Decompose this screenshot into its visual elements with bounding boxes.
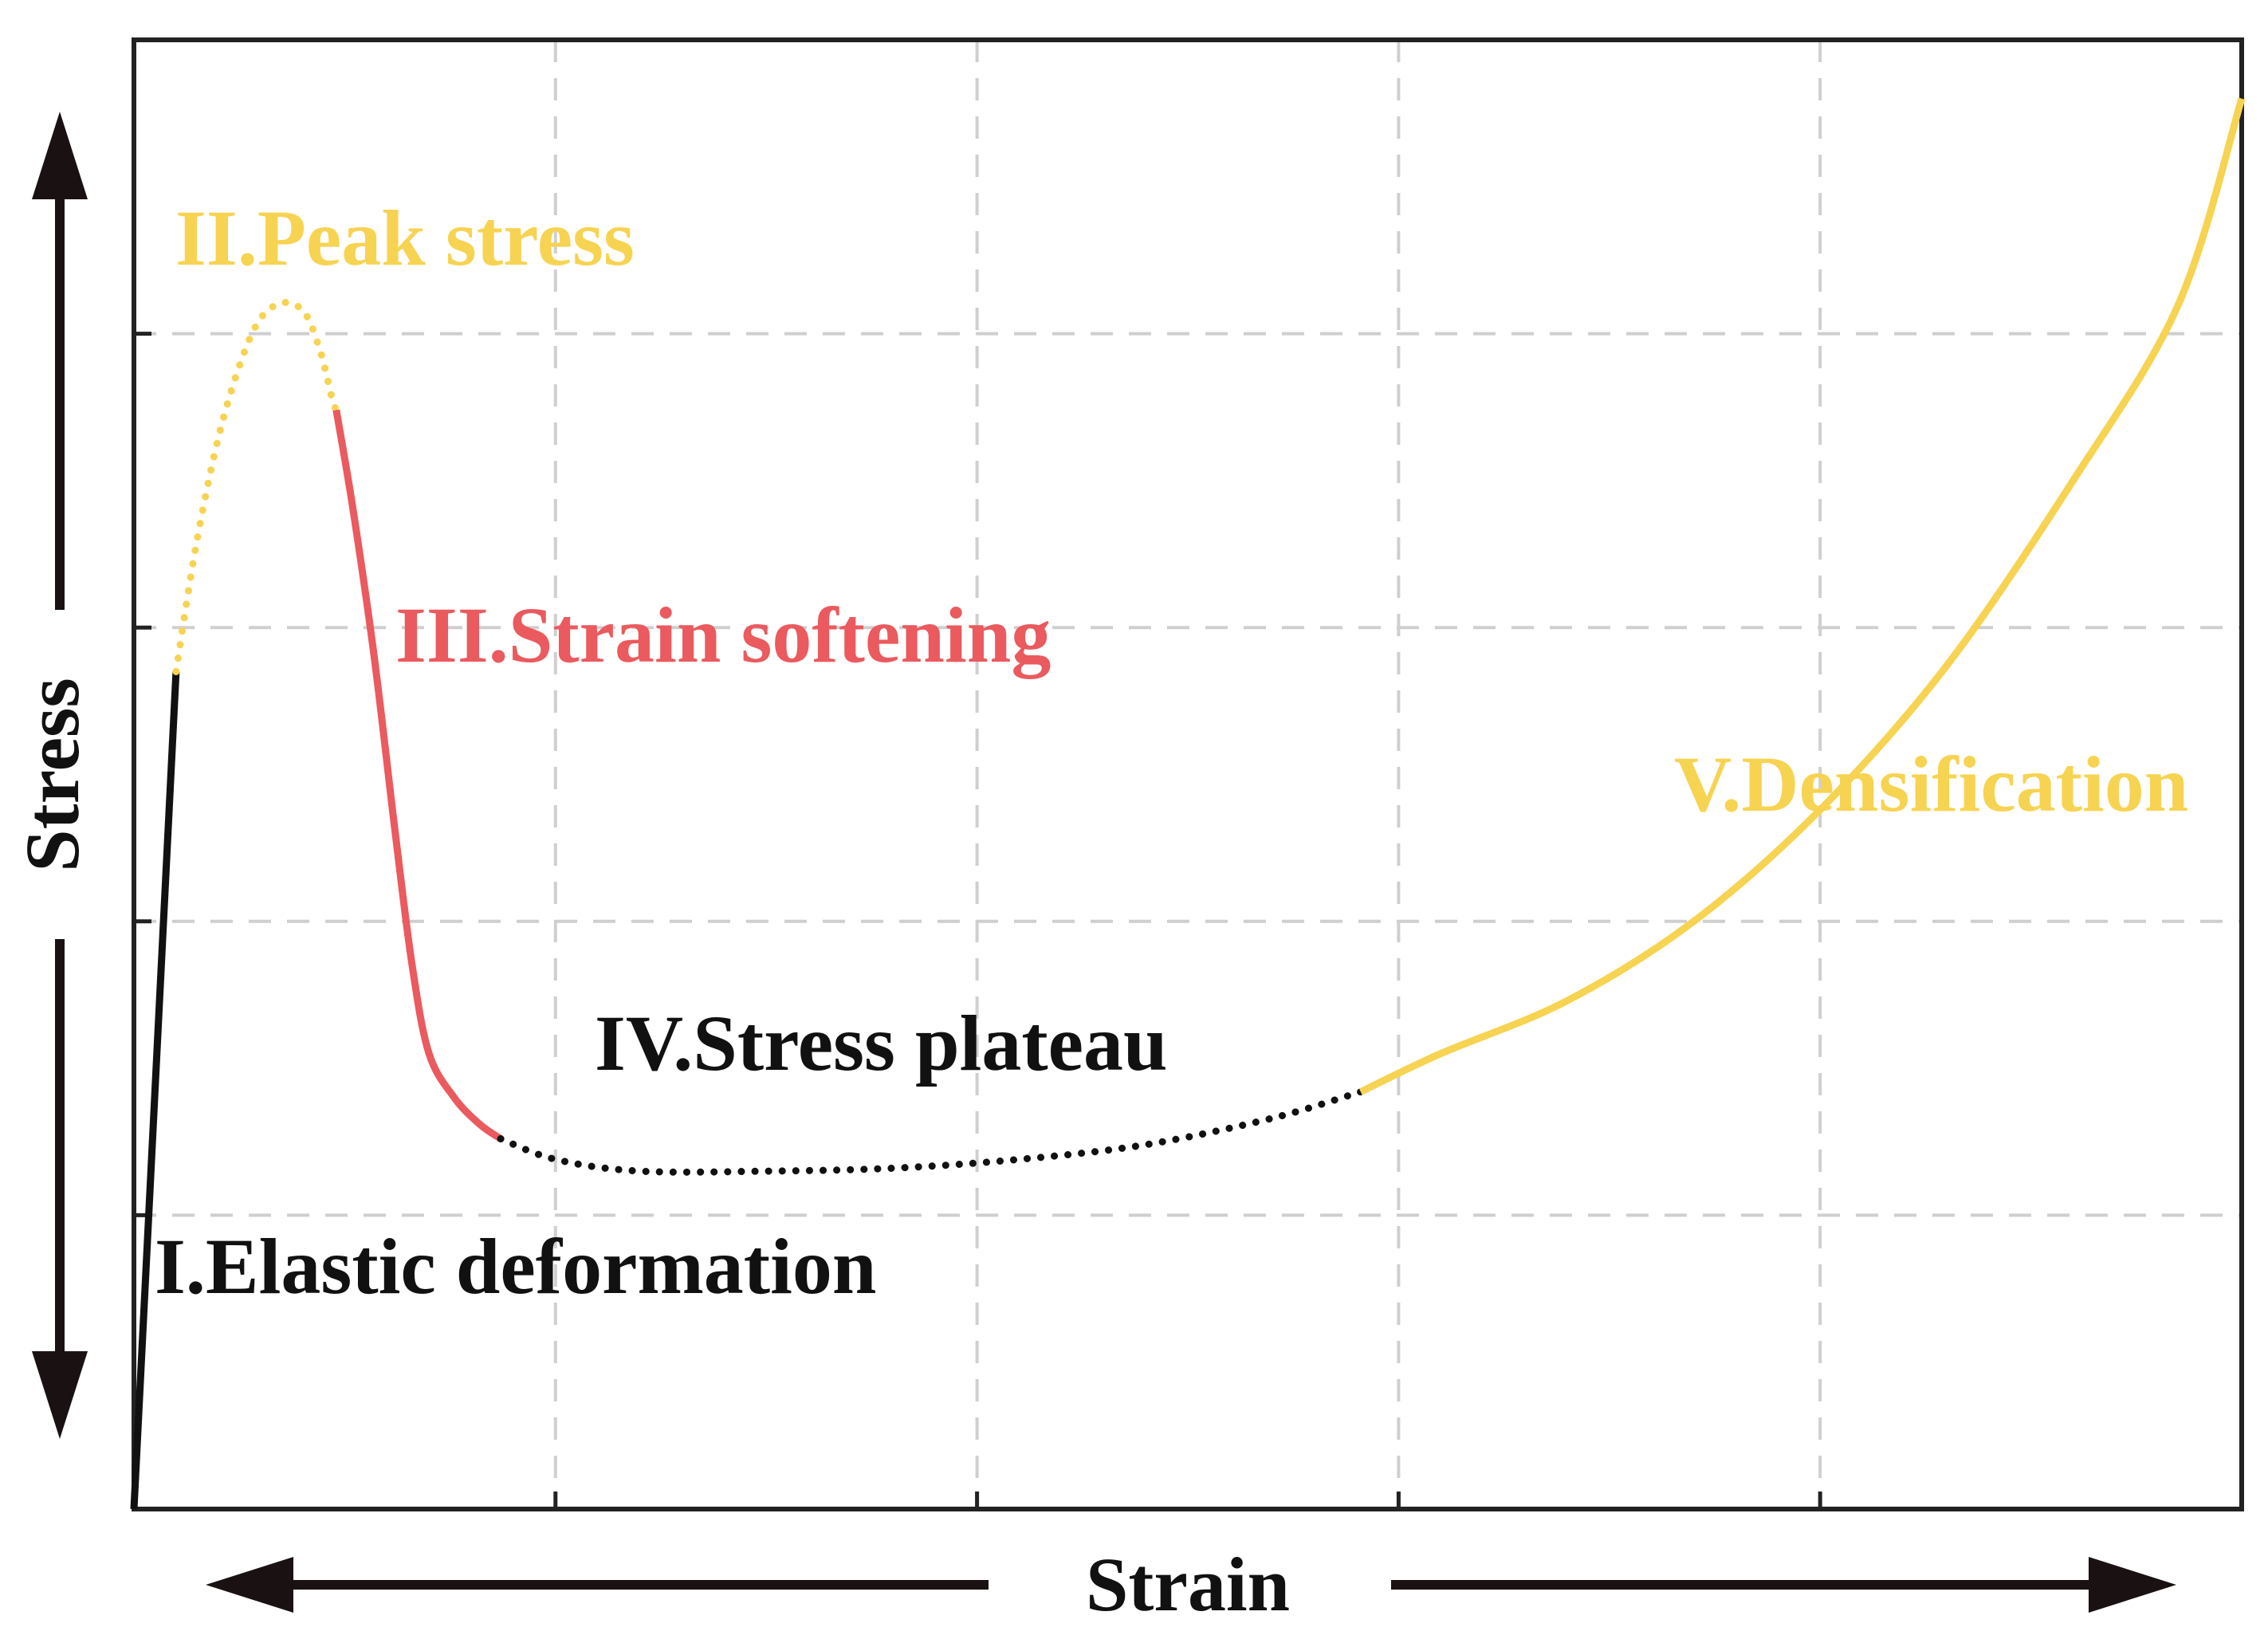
y-axis-title: Stress bbox=[10, 678, 95, 872]
label-elastic-deformation: I.Elastic deformation bbox=[155, 1222, 876, 1311]
x-arrow-head-left bbox=[206, 1557, 293, 1613]
x-arrow-head-right bbox=[2089, 1557, 2176, 1613]
label-stress-plateau: IV.Stress plateau bbox=[595, 999, 1168, 1087]
x-axis-arrow bbox=[206, 1557, 2176, 1613]
curve-stress-plateau bbox=[497, 1088, 1365, 1176]
curve-peak-stress bbox=[172, 298, 340, 675]
y-arrow-head-up bbox=[32, 112, 88, 199]
label-densification: V.Densification bbox=[1674, 740, 2188, 828]
grid-lines bbox=[134, 40, 2242, 1509]
curve-strain-softening bbox=[332, 409, 503, 1142]
curve-elastic-deformation bbox=[130, 671, 180, 1510]
curve-densification bbox=[1358, 97, 2246, 1095]
label-peak-stress: II.Peak stress bbox=[175, 194, 635, 282]
plot-frame bbox=[132, 37, 2244, 1511]
curve-segments bbox=[130, 97, 2246, 1510]
label-strain-softening: III.Strain softening bbox=[395, 591, 1051, 679]
y-axis-arrow bbox=[32, 112, 88, 1439]
y-arrow-head-down bbox=[32, 1351, 88, 1439]
x-axis-title: Strain bbox=[1086, 1542, 1290, 1627]
axis-ticks bbox=[134, 332, 1822, 1509]
